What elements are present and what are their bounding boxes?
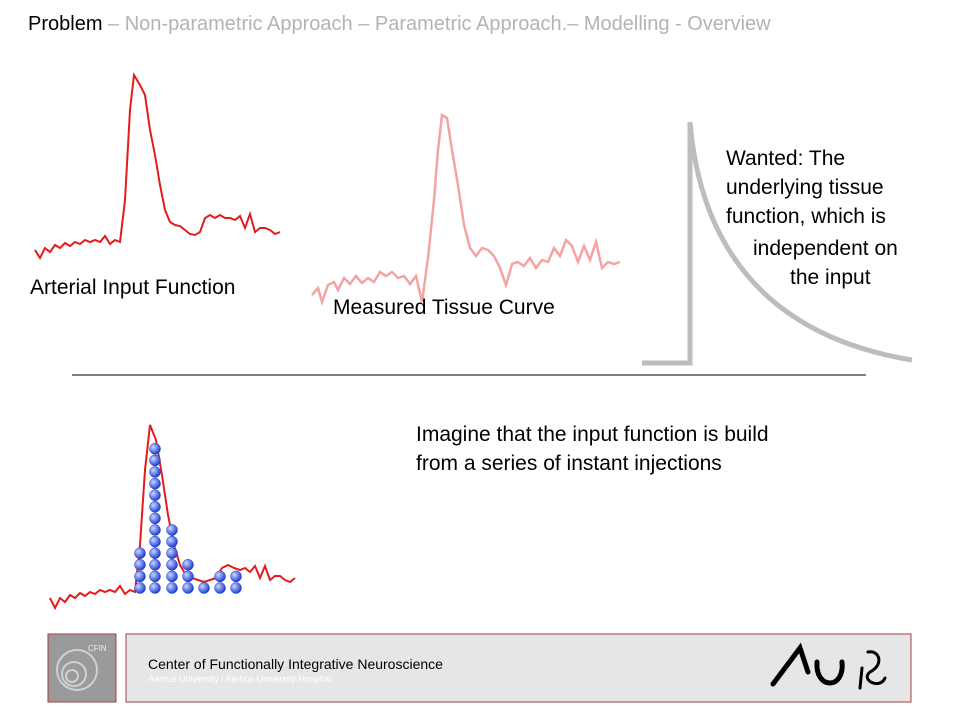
footer-logo-spiral bbox=[56, 649, 98, 691]
injection-dot bbox=[214, 582, 226, 594]
footer-box bbox=[125, 633, 912, 703]
injection-dot bbox=[182, 559, 194, 571]
injection-dot bbox=[149, 524, 161, 536]
injection-dot bbox=[149, 512, 161, 525]
arterial-label: Arterial Input Function bbox=[30, 276, 236, 299]
injection-dot bbox=[149, 582, 161, 594]
injection-dot bbox=[134, 582, 146, 594]
injection-dot bbox=[149, 501, 161, 513]
injection-dot bbox=[166, 570, 178, 583]
injection-dot bbox=[230, 570, 242, 583]
header-active: Problem bbox=[28, 13, 103, 35]
injection-dot bbox=[166, 582, 178, 594]
tissue-curve bbox=[311, 112, 621, 307]
injection-dots bbox=[134, 443, 242, 594]
injection-dot bbox=[134, 547, 146, 559]
injection-dot bbox=[149, 477, 161, 490]
injection-dot bbox=[134, 570, 146, 583]
injection-dot bbox=[230, 582, 242, 594]
tissue-label: Measured Tissue Curve bbox=[333, 296, 555, 319]
injection-dot bbox=[149, 559, 161, 571]
injection-dot bbox=[134, 559, 146, 571]
wanted-line: independent on bbox=[753, 237, 898, 260]
imagine-line: Imagine that the input function is build bbox=[416, 423, 769, 446]
injection-dot bbox=[166, 547, 178, 559]
injection-dot bbox=[166, 524, 178, 536]
injection-dot bbox=[166, 535, 178, 548]
footer-logo-box bbox=[47, 633, 117, 703]
arterial-curve bbox=[34, 71, 281, 261]
injection-dot bbox=[149, 535, 161, 548]
au-logo bbox=[770, 642, 887, 690]
injection-dot bbox=[166, 559, 178, 571]
injection-dot bbox=[149, 547, 161, 559]
injection-dot bbox=[149, 489, 161, 501]
injection-dot bbox=[214, 570, 226, 583]
injection-dot bbox=[149, 443, 161, 455]
injection-dot bbox=[149, 454, 161, 467]
injection-dot bbox=[149, 466, 161, 478]
input-curve bbox=[49, 424, 296, 611]
injection-dot bbox=[182, 582, 194, 594]
wanted-line: underlying tissue bbox=[726, 176, 884, 199]
footer-title: Center of Functionally Integrative Neuro… bbox=[148, 656, 443, 672]
footer-logo-text: CFIN bbox=[88, 644, 107, 653]
header-rest: – Non-parametric Approach – Parametric A… bbox=[108, 13, 771, 35]
imagine-line: from a series of instant injections bbox=[416, 452, 722, 475]
tissue-function-curve bbox=[642, 121, 913, 366]
footer-subtitle: Aarhus University / Aarhus University Ho… bbox=[148, 674, 332, 684]
header: Problem – Non-parametric Approach – Para… bbox=[28, 13, 771, 36]
wanted-line: the input bbox=[790, 266, 871, 289]
injection-dot bbox=[149, 570, 161, 583]
injection-dot bbox=[198, 582, 210, 594]
wanted-line: Wanted: The bbox=[726, 147, 846, 170]
injection-dot bbox=[182, 570, 194, 583]
wanted-line: function, which is bbox=[726, 205, 886, 228]
